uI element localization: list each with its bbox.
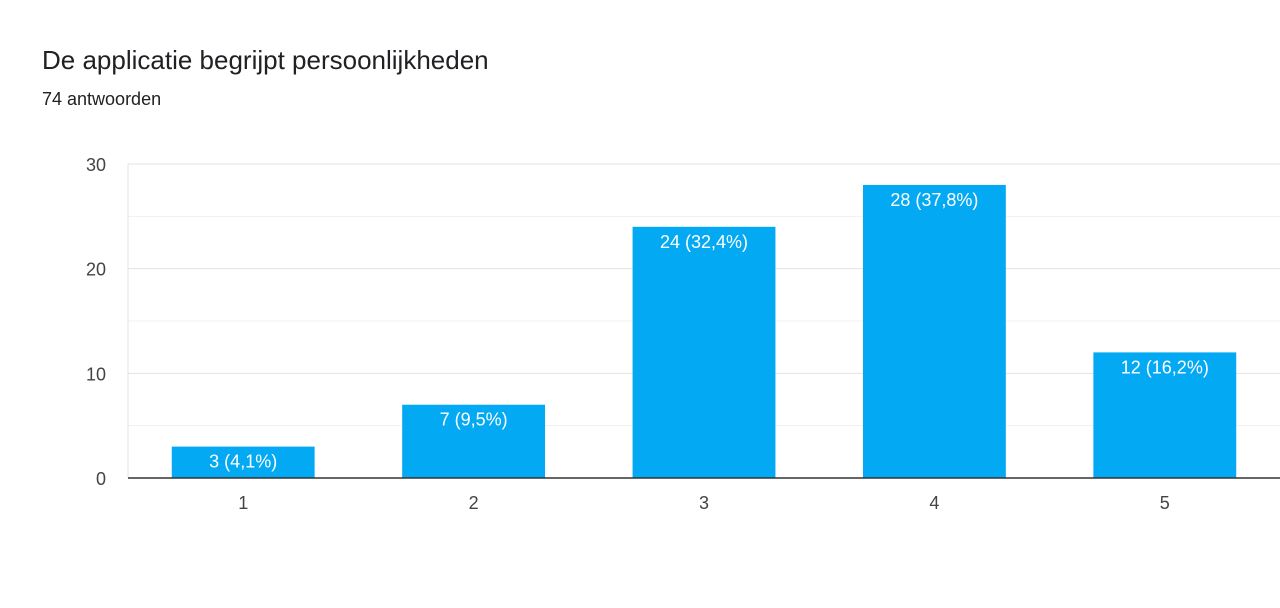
bar <box>171 446 315 478</box>
y-tick-label: 20 <box>86 260 106 280</box>
bar <box>1093 352 1237 478</box>
bar <box>402 404 546 478</box>
labels: 0 10 20 30 3 (4,1%) 1 7 (9,5%) 2 24 (32,4%) 3 28 (… <box>86 155 1209 513</box>
bar <box>862 184 1006 478</box>
y-tick-label: 10 <box>86 364 106 384</box>
bars <box>171 184 1237 478</box>
x-tick-label: 4 <box>929 493 939 513</box>
bar-data-label: 12 (16,2%) <box>1121 357 1209 377</box>
x-tick-label: 3 <box>699 493 709 513</box>
x-tick-label: 1 <box>238 493 248 513</box>
bar <box>632 226 776 478</box>
bar-data-label: 3 (4,1%) <box>209 452 277 472</box>
chart-title: De applicatie begrijpt persoonlijkheden <box>42 45 489 75</box>
bar-data-label: 24 (32,4%) <box>660 232 748 252</box>
bar-data-label: 28 (37,8%) <box>890 190 978 210</box>
response-count: 74 antwoorden <box>42 89 162 109</box>
x-tick-label: 5 <box>1160 493 1170 513</box>
bar-data-label: 7 (9,5%) <box>440 410 508 430</box>
y-tick-label: 0 <box>96 469 106 489</box>
y-tick-label: 30 <box>86 155 106 175</box>
x-tick-label: 2 <box>469 493 479 513</box>
